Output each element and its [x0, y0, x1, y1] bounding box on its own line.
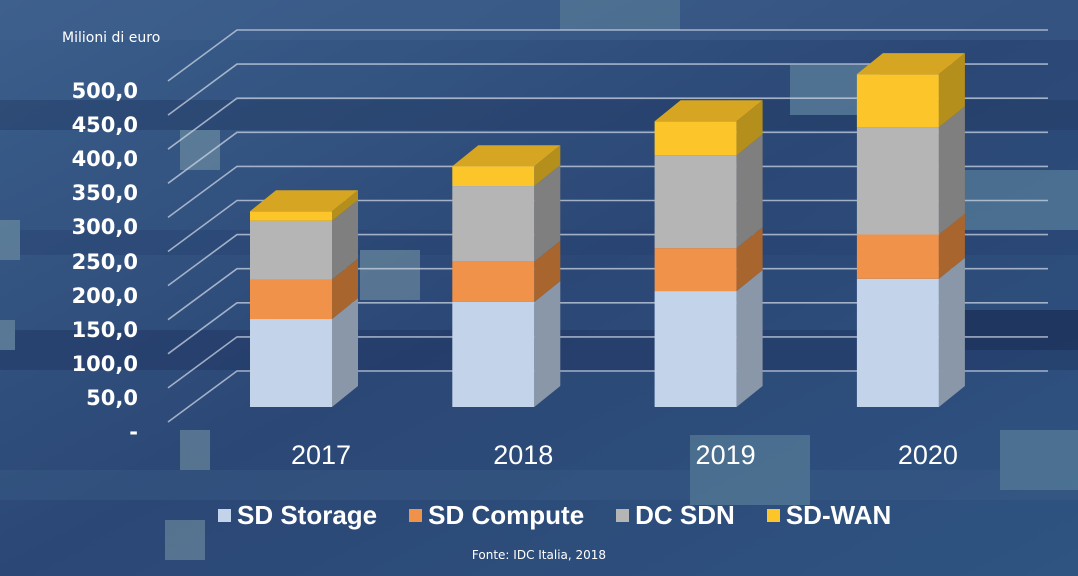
- bar-segment-side: [736, 227, 763, 292]
- y-tick-label: 300,0: [71, 215, 138, 240]
- bar-segment-front: [452, 186, 535, 262]
- gridline: [167, 233, 1048, 287]
- bar-segment-front: [250, 279, 332, 320]
- y-tick-label: 250,0: [71, 249, 138, 274]
- bar-segment-front: [856, 127, 939, 235]
- bar-segment-side: [938, 257, 965, 407]
- bar-segment-front: [856, 74, 939, 128]
- bar-segment-front: [250, 211, 332, 221]
- y-tick-label: 350,0: [71, 181, 138, 206]
- bar-segment-side: [534, 145, 561, 187]
- gridline: [167, 301, 1048, 355]
- x-tick-label: 2018: [493, 440, 554, 470]
- bar-top-face: [452, 145, 561, 167]
- bar-segment-side: [332, 298, 358, 407]
- bar-top-face: [250, 190, 358, 212]
- bar-segment-side: [332, 258, 358, 320]
- bar-top-face: [856, 53, 965, 75]
- bar-segment-front: [452, 261, 535, 302]
- legend-label: SD Storage: [237, 500, 378, 530]
- bar-segment-side: [534, 280, 561, 407]
- legend-item: DC SDN: [616, 500, 735, 531]
- bar-segment-side: [534, 240, 561, 302]
- bar-segment-side: [736, 100, 763, 156]
- legend-item: SD Compute: [409, 500, 584, 531]
- x-tick-label: 2017: [290, 440, 352, 470]
- gridline: [167, 199, 1048, 253]
- legend-label: DC SDN: [635, 500, 735, 530]
- x-tick-label: 2019: [695, 440, 756, 470]
- y-tick-label: 150,0: [71, 317, 138, 342]
- bar-segment-front: [452, 301, 535, 407]
- bar-segment-front: [654, 155, 737, 249]
- gridline: [167, 165, 1048, 219]
- source-note: Fonte: IDC Italia, 2018: [471, 548, 607, 562]
- bar-segment-front: [856, 234, 939, 279]
- gridline: [167, 97, 1048, 150]
- bar-segment-front: [654, 121, 737, 156]
- bar-stack-2018: [452, 145, 561, 407]
- bar-segment-side: [332, 190, 358, 221]
- bar-segment-side: [534, 165, 561, 262]
- bar-segment-side: [938, 53, 965, 128]
- legend-item: SD-WAN: [766, 500, 892, 531]
- bars: [250, 53, 965, 407]
- legend-swatch: [616, 509, 630, 522]
- bar-segment-front: [654, 248, 737, 292]
- gridlines: [167, 29, 1048, 423]
- legend-swatch: [409, 509, 423, 522]
- legend-item: SD Storage: [218, 500, 377, 531]
- bar-stack-2020: [856, 53, 965, 407]
- bar-stack-2017: [250, 190, 358, 407]
- gridline: [167, 63, 1048, 116]
- y-tick-label: 400,0: [71, 147, 138, 172]
- y-tick-label: -: [129, 420, 138, 444]
- bar-segment-side: [938, 106, 965, 235]
- gridline: [167, 267, 1048, 321]
- gridline: [167, 131, 1048, 184]
- bar-segment-side: [938, 213, 965, 279]
- x-tick-label: 2020: [897, 440, 958, 470]
- y-tick-label: 450,0: [71, 113, 138, 138]
- y-tick-label: 500,0: [71, 79, 138, 103]
- legend-swatch: [218, 509, 231, 522]
- bar-top-face: [654, 100, 763, 122]
- y-tick-label: 100,0: [71, 351, 138, 376]
- legend: SD Storage SD Compute DC SDN SD-WAN: [218, 500, 923, 531]
- y-axis-unit-label: Milioni di euro: [62, 30, 161, 46]
- y-tick-label: 200,0: [71, 283, 138, 308]
- legend-label: SD Compute: [428, 500, 585, 530]
- legend-label: SD-WAN: [785, 500, 892, 530]
- gridline: [167, 336, 1048, 389]
- gridline: [167, 29, 1048, 82]
- bar-segment-front: [856, 278, 939, 407]
- bar-segment-side: [332, 199, 358, 280]
- bar-segment-side: [736, 270, 763, 407]
- bar-segment-front: [452, 166, 535, 187]
- bar-segment-front: [654, 291, 737, 407]
- bar-segment-front: [250, 220, 332, 280]
- bar-stack-2019: [654, 100, 763, 407]
- bar-segment-side: [736, 134, 763, 249]
- gridline: [167, 370, 1048, 423]
- bar-segment-front: [250, 319, 332, 407]
- legend-swatch: [766, 509, 780, 522]
- y-tick-label: 50,0: [86, 385, 138, 410]
